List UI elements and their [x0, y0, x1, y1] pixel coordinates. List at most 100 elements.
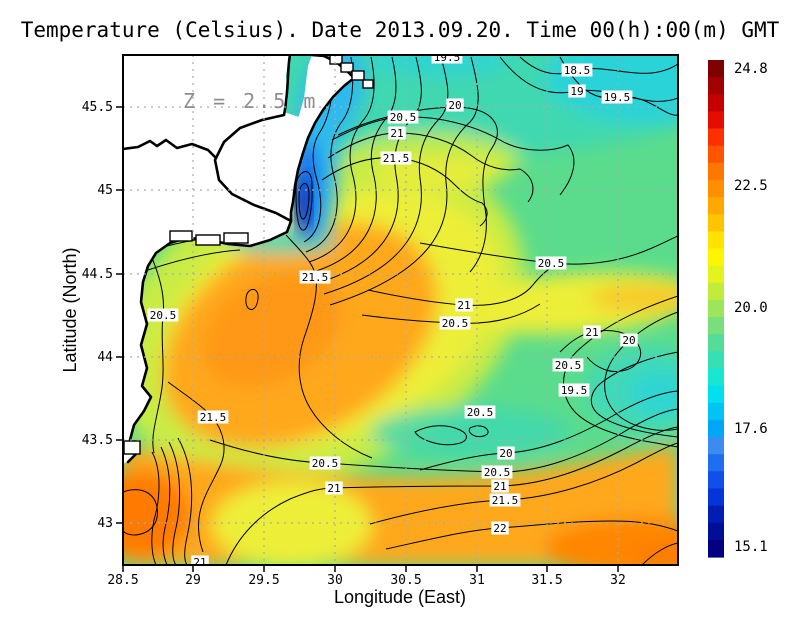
contour-label: 20.5: [535, 256, 567, 270]
gridlines: [123, 55, 678, 565]
colorbar-segment: [708, 317, 724, 335]
contour-labels: 19.518.519 19.52020.52121.520.521.520.521…: [147, 51, 638, 569]
svg-text:21: 21: [585, 326, 598, 339]
plot-frame: [122, 54, 679, 566]
svg-text:20.5: 20.5: [150, 309, 177, 322]
colorbar-segment: [708, 539, 724, 558]
colorbar-segment: [708, 334, 724, 352]
contour-label: 19: [568, 84, 586, 98]
colorbar-tick-label: 22.5: [734, 178, 768, 194]
page-title: Temperature (Celsius). Date 2013.09.20. …: [21, 18, 780, 42]
svg-text:21.5: 21.5: [200, 411, 227, 424]
colorbar-segment: [708, 454, 724, 472]
x-tick-label: 31: [469, 573, 485, 588]
contour-label: 20.5: [147, 308, 179, 322]
contour-label: 21.5: [380, 151, 412, 165]
contour-label: 21.5: [489, 493, 521, 507]
svg-text:21: 21: [390, 127, 403, 140]
x-tick-label: 30.5: [390, 573, 421, 588]
y-tick-label: 43: [97, 516, 113, 531]
x-tick-label: 29: [185, 573, 201, 588]
svg-text:20.5: 20.5: [484, 466, 511, 479]
svg-text:19.5: 19.5: [434, 51, 461, 64]
svg-text:19: 19: [570, 85, 583, 98]
colorbar-segment: [708, 368, 724, 387]
x-axis-title: Longitude (East): [334, 587, 466, 607]
colorbar: 24.8 22.5 20.0 17.6 15.1: [708, 60, 768, 558]
colorbar-segment: [708, 179, 724, 198]
svg-text:19.5: 19.5: [604, 91, 631, 104]
contour-label: 20: [446, 98, 464, 112]
colorbar-segment: [708, 385, 724, 404]
colorbar-segment: [708, 299, 724, 318]
svg-text:20.5: 20.5: [467, 406, 494, 419]
contour-label: 20.5: [387, 110, 419, 124]
y-tick-label: 44: [97, 350, 113, 365]
colorbar-segment: [708, 197, 724, 215]
svg-text:20: 20: [448, 99, 461, 112]
contour-label: 19.5: [558, 383, 590, 397]
colorbar-segment: [708, 128, 724, 147]
contour-label: 21: [325, 481, 343, 495]
contour-lines: [123, 56, 678, 565]
coastline-land: [123, 55, 374, 464]
contour-label: 20.5: [309, 456, 341, 470]
svg-text:21: 21: [327, 482, 340, 495]
svg-text:21.5: 21.5: [383, 152, 410, 165]
svg-text:21: 21: [193, 556, 206, 569]
colorbar-segment: [708, 111, 724, 130]
svg-text:21: 21: [457, 299, 470, 312]
colorbar-segment: [708, 282, 724, 301]
contour-label: 21.5: [197, 410, 229, 424]
colorbar-segment: [708, 94, 724, 113]
contour-label: 20.5: [439, 316, 471, 330]
colorbar-segment: [708, 522, 724, 541]
contour-label: 21: [191, 555, 209, 569]
contour-label: 20: [620, 333, 638, 347]
contour-label: 19.5: [601, 90, 633, 104]
y-tick-label: 45.5: [82, 100, 113, 115]
x-tick-label: 31.5: [531, 573, 562, 588]
x-tick-label: 30: [327, 573, 343, 588]
svg-text:20.5: 20.5: [555, 359, 582, 372]
svg-text:18.5: 18.5: [564, 64, 591, 77]
svg-text:21.5: 21.5: [302, 271, 329, 284]
svg-text:20.5: 20.5: [442, 317, 469, 330]
y-axis: 45.5 45 44.5 44 43.5 43: [82, 100, 123, 531]
colorbar-segment: [708, 437, 724, 455]
colorbar-segment: [708, 505, 724, 524]
colorbar-segment: [708, 231, 724, 250]
contour-label: 21: [388, 126, 406, 140]
colorbar-segment: [708, 214, 724, 232]
contour-label: 21.5: [299, 270, 331, 284]
x-axis: 28.5 29 29.5 30 30.5 31 31.5 32: [107, 565, 626, 588]
svg-text:20.5: 20.5: [538, 257, 565, 270]
contour-label: 20.5: [464, 405, 496, 419]
svg-text:20.5: 20.5: [312, 457, 339, 470]
colorbar-segment: [708, 60, 724, 78]
y-tick-label: 45: [97, 183, 113, 198]
svg-text:21: 21: [493, 480, 506, 493]
contour-label: 19.5: [431, 51, 463, 64]
contour-label: 21: [583, 325, 601, 339]
y-tick-label: 44.5: [82, 267, 113, 282]
svg-text:20.5: 20.5: [390, 111, 417, 124]
colorbar-tick-label: 20.0: [734, 300, 768, 316]
svg-text:19.5: 19.5: [561, 384, 588, 397]
colorbar-segment: [708, 162, 724, 181]
colorbar-segment: [708, 77, 724, 95]
contour-label: 21: [455, 298, 473, 312]
svg-text:20: 20: [499, 447, 512, 460]
svg-text:20: 20: [622, 334, 635, 347]
colorbar-segment: [708, 419, 724, 438]
colorbar-segment: [708, 145, 724, 164]
colorbar-segment: [708, 402, 724, 421]
svg-text:21.5: 21.5: [492, 494, 519, 507]
contour-label: 20.5: [481, 465, 513, 479]
colorbar-segment: [708, 488, 724, 507]
contour-label: 18.5: [561, 63, 593, 77]
colorbar-segment: [708, 265, 724, 284]
colorbar-segment: [708, 248, 724, 267]
